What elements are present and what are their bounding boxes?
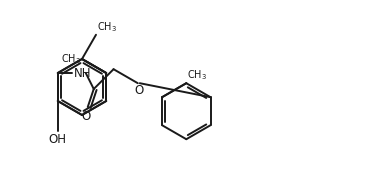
Text: NH: NH xyxy=(74,66,91,80)
Text: O: O xyxy=(134,84,143,97)
Text: OH: OH xyxy=(49,133,67,146)
Text: CH$_3$: CH$_3$ xyxy=(187,68,207,82)
Text: CH$_3$: CH$_3$ xyxy=(97,20,117,34)
Text: O: O xyxy=(81,110,90,123)
Text: CH$_3$: CH$_3$ xyxy=(61,52,81,66)
